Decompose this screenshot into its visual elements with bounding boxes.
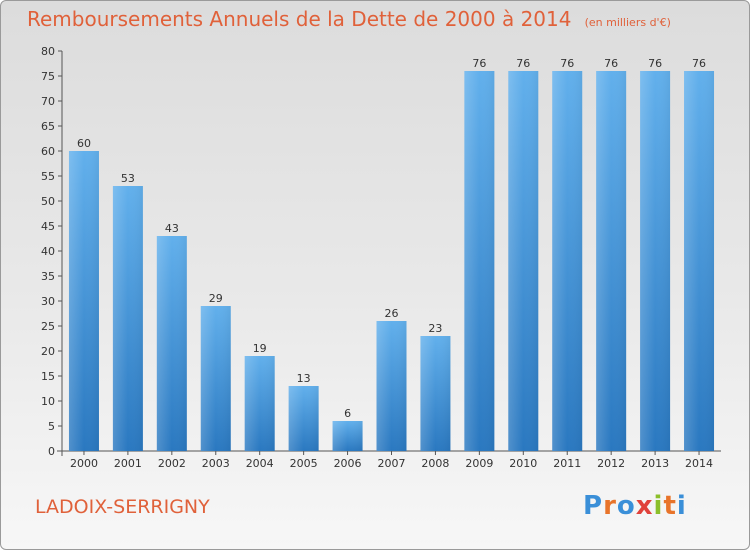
chart-subtitle: (en milliers d'€): [584, 16, 671, 29]
commune-name: LADOIX-SERRIGNY: [35, 496, 210, 518]
y-tick-label: 10: [41, 395, 55, 408]
bar-shine-2003: [200, 306, 231, 451]
bar-shine-2002: [156, 236, 187, 451]
data-label-2004: 19: [253, 342, 267, 355]
x-tick-label: 2008: [421, 457, 449, 470]
bar-shine-2014: [684, 71, 715, 451]
y-tick-label: 25: [41, 320, 55, 333]
x-tick-label: 2009: [465, 457, 493, 470]
x-tick-label: 2003: [202, 457, 230, 470]
data-label-2006: 6: [344, 407, 351, 420]
bar-shine-2006: [332, 421, 363, 451]
data-label-2000: 60: [77, 137, 91, 150]
data-label-2010: 76: [516, 57, 530, 70]
bar-shine-2004: [244, 356, 275, 451]
bar-shine-2000: [68, 151, 99, 451]
x-tick-label: 2002: [158, 457, 186, 470]
y-tick-label: 0: [48, 445, 55, 458]
data-label-2011: 76: [560, 57, 574, 70]
data-label-2009: 76: [472, 57, 486, 70]
bar-shine-2001: [112, 186, 143, 451]
chart-title: Remboursements Annuels de la Dette de 20…: [27, 7, 572, 31]
logo-letter: o: [616, 491, 636, 521]
proxiti-logo: Proxiti: [583, 491, 687, 521]
y-tick-label: 50: [41, 195, 55, 208]
x-tick-label: 2001: [114, 457, 142, 470]
y-tick-label: 15: [41, 370, 55, 383]
x-tick-label: 2013: [641, 457, 669, 470]
bar-shine-2007: [376, 321, 407, 451]
bar-shine-2010: [508, 71, 539, 451]
data-label-2005: 13: [297, 372, 311, 385]
bar-shine-2008: [420, 336, 451, 451]
bar-shine-2013: [640, 71, 671, 451]
y-tick-label: 40: [41, 245, 55, 258]
data-label-2007: 26: [385, 307, 399, 320]
data-label-2002: 43: [165, 222, 179, 235]
x-tick-label: 2005: [290, 457, 318, 470]
logo-letter: i: [653, 491, 664, 521]
logo-letter: t: [663, 491, 677, 521]
x-tick-label: 2000: [70, 457, 98, 470]
y-tick-label: 5: [48, 420, 55, 433]
x-tick-label: 2004: [246, 457, 274, 470]
x-tick-label: 2007: [378, 457, 406, 470]
y-tick-label: 75: [41, 70, 55, 83]
y-tick-label: 80: [41, 45, 55, 58]
bar-shine-2012: [596, 71, 627, 451]
y-tick-label: 45: [41, 220, 55, 233]
y-tick-label: 60: [41, 145, 55, 158]
axes: 0 5 10 15 20 25 30 35 40 45 50 55 60 65 70 75 80 2000 2001…: [41, 45, 721, 470]
y-tick-label: 70: [41, 95, 55, 108]
data-labels: 60 53 43 29 19 13 6 26 23 76 76 76 76 76 76: [77, 57, 706, 420]
logo-letter: x: [635, 491, 654, 521]
y-tick-label: 55: [41, 170, 55, 183]
bar-shine-2009: [464, 71, 495, 451]
x-tick-label: 2012: [597, 457, 625, 470]
logo-letter: r: [603, 491, 617, 521]
x-tick-label: 2006: [334, 457, 362, 470]
data-label-2008: 23: [428, 322, 442, 335]
x-tick-label: 2011: [553, 457, 581, 470]
y-tick-label: 35: [41, 270, 55, 283]
y-tick-label: 65: [41, 120, 55, 133]
data-label-2013: 76: [648, 57, 662, 70]
data-label-2014: 76: [692, 57, 706, 70]
x-tick-label: 2014: [685, 457, 713, 470]
data-label-2001: 53: [121, 172, 135, 185]
title-block: Remboursements Annuels de la Dette de 20…: [27, 7, 671, 31]
logo-letter: P: [583, 491, 604, 521]
bars: [68, 71, 715, 451]
logo-letter: i: [676, 491, 687, 521]
data-label-2012: 76: [604, 57, 618, 70]
data-label-2003: 29: [209, 292, 223, 305]
y-tick-label: 20: [41, 345, 55, 358]
x-tick-label: 2010: [509, 457, 537, 470]
bar-shine-2011: [552, 71, 583, 451]
bar-shine-2005: [288, 386, 319, 451]
y-tick-label: 30: [41, 295, 55, 308]
